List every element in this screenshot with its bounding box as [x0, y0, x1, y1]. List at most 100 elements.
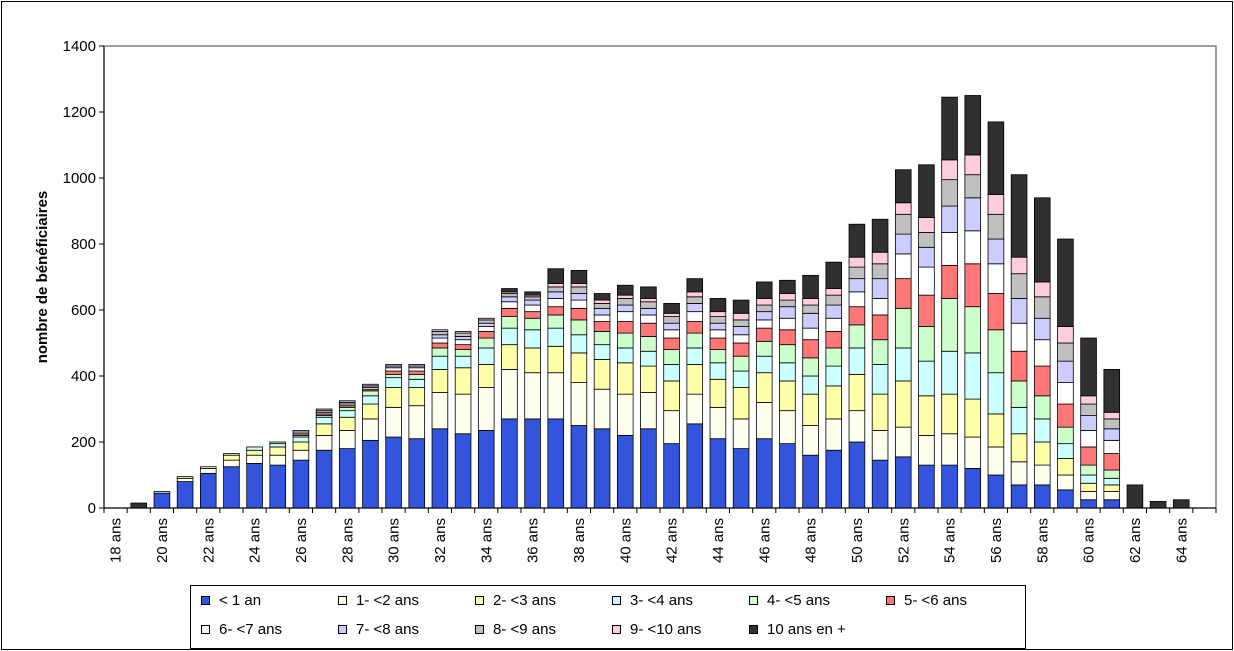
bar-segment [547, 268, 565, 285]
bar-segment [1080, 395, 1097, 405]
bar-segment [918, 232, 935, 248]
bar-segment [431, 342, 449, 349]
bar-segment [987, 413, 1005, 448]
y-tick-label: 1400 [63, 38, 96, 55]
bar-segment [663, 302, 680, 314]
bar-segment [547, 298, 565, 308]
bar-segment [616, 393, 634, 436]
bar-segment [593, 293, 611, 301]
bar-segment [431, 337, 449, 344]
legend-label: 6- <7 ans [219, 621, 282, 638]
bar-segment [501, 293, 518, 298]
bar-segment [964, 306, 982, 354]
bar-segment [732, 355, 750, 372]
y-tick-label: 1000 [63, 170, 96, 187]
bar-segment [269, 454, 287, 466]
bar-segment [1033, 441, 1051, 466]
bar-segment [1103, 453, 1121, 471]
bar-segment [987, 372, 1005, 415]
bar-segment [663, 337, 680, 350]
bar-segment [686, 278, 704, 293]
bar-segment [709, 337, 727, 350]
bar-segment [732, 319, 750, 327]
bar-segment [1033, 281, 1051, 298]
bar-segment [362, 390, 379, 397]
legend-item: 2- <3 ans [475, 592, 556, 609]
bar-segment [547, 286, 565, 293]
bar-segment [1057, 326, 1074, 344]
bar-segment [593, 299, 611, 304]
bar-segment [338, 410, 356, 418]
bar-segment [941, 232, 958, 266]
bar-segment [477, 337, 495, 349]
bar-segment [779, 299, 796, 308]
bar-segment [338, 400, 356, 403]
bar-segment [987, 121, 1005, 195]
bar-segment [987, 213, 1005, 240]
x-tick-label: 62 ans [1127, 518, 1144, 563]
bar-segment [1080, 482, 1097, 492]
bar-segment [825, 294, 843, 306]
bar-segment [616, 362, 634, 395]
bar-segment [454, 344, 472, 350]
legend-label: 4- <5 ans [767, 592, 830, 609]
bar-segment [1080, 446, 1097, 466]
bar-segment [385, 367, 402, 372]
bar-segment [894, 213, 912, 235]
bar-segment [269, 446, 287, 456]
bar-segment [1033, 339, 1051, 367]
bar-segment [686, 423, 704, 509]
legend-swatch [201, 625, 210, 634]
x-tick-label: 24 ans [247, 518, 264, 563]
bar-segment [524, 304, 541, 313]
bar-segment [1080, 430, 1097, 448]
x-tick-label: 64 ans [1173, 518, 1190, 563]
bar-segment [223, 459, 240, 468]
bar-segment [709, 311, 727, 317]
x-tick-label: 34 ans [478, 518, 495, 563]
bar-segment [825, 347, 843, 367]
bar-segment [755, 298, 773, 306]
bar-segment [1080, 499, 1097, 509]
bar-segment [1172, 499, 1190, 509]
bar-segment [570, 352, 588, 383]
bar-segment [338, 416, 356, 431]
bar-segment [246, 449, 263, 456]
bar-segment [802, 312, 819, 329]
bar-segment [1103, 484, 1121, 492]
bar-segment [848, 266, 866, 280]
bar-segment [964, 197, 982, 232]
bar-segment [1057, 360, 1074, 383]
bar-segment [941, 179, 958, 207]
bar-segment [385, 406, 402, 438]
y-axis-title: nombre de bénéficiaires [34, 191, 51, 364]
bar-segment [1103, 439, 1121, 454]
bar-segment [431, 334, 449, 339]
bar-segment [269, 441, 287, 445]
bar-segment [918, 294, 935, 327]
bar-segment [153, 491, 171, 494]
bar-segment [593, 359, 611, 390]
bar-segment [246, 463, 263, 509]
bar-segment [941, 96, 958, 161]
bar-segment [454, 355, 472, 369]
bar-segment [593, 331, 611, 346]
bar-segment [640, 335, 657, 352]
legend-swatch [886, 596, 895, 605]
bar-segment [477, 364, 495, 388]
legend-label: 7- <8 ans [356, 621, 419, 638]
bar-segment [918, 326, 935, 362]
bar-segment [616, 304, 634, 313]
bar-segment [686, 364, 704, 395]
bar-segment [825, 365, 843, 387]
bar-segment [1010, 256, 1028, 275]
bar-segment [1080, 491, 1097, 501]
bar-segment [871, 314, 889, 341]
bar-segment [408, 378, 426, 388]
bar-segment [223, 454, 240, 461]
bar-segment [454, 367, 472, 395]
bar-segment [1010, 273, 1028, 299]
bar-segment [524, 299, 541, 306]
